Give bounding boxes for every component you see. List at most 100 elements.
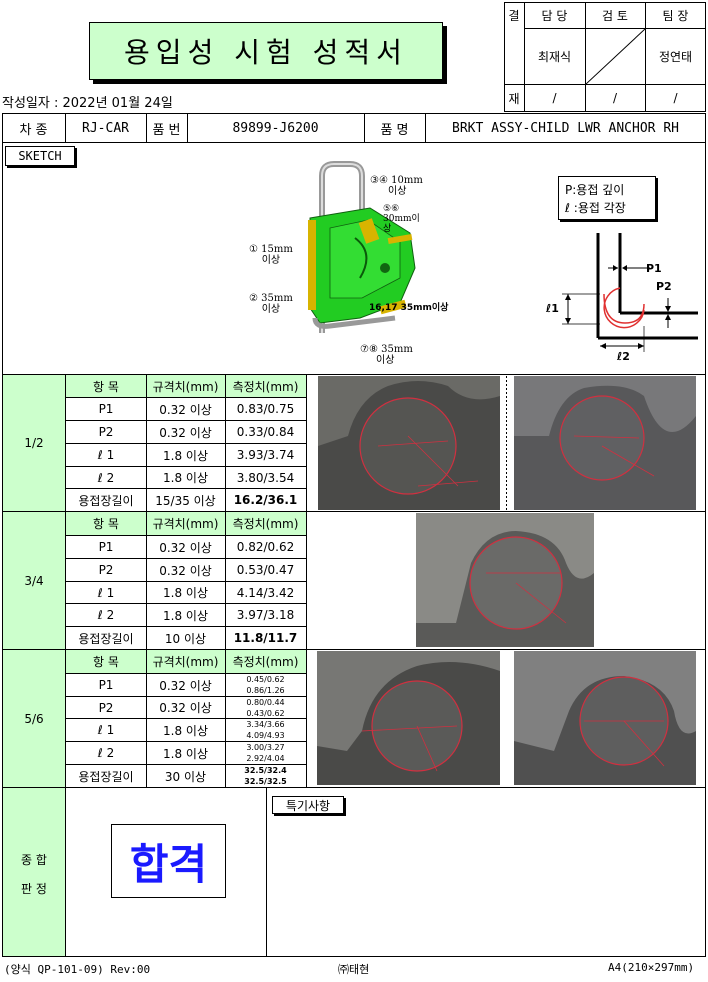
row-item: ℓ 1 bbox=[97, 723, 115, 737]
row-spec: 10 이상 bbox=[164, 631, 207, 646]
role-leader: 팀 장 bbox=[662, 8, 689, 23]
row-item: P1 bbox=[98, 540, 114, 554]
row-item: ℓ 1 bbox=[97, 448, 115, 462]
row-measured: 3.34/3.66 4.09/4.93 bbox=[246, 720, 285, 740]
row-spec: 1.8 이상 bbox=[163, 448, 208, 463]
document-title: 용입성 시험 성적서 bbox=[89, 22, 443, 80]
sketch-label: SKETCH bbox=[5, 146, 75, 166]
weld-section-photo bbox=[318, 376, 500, 510]
row-item: 용접장길이 bbox=[78, 769, 134, 784]
part-no-value: 89899-J6200 bbox=[232, 120, 319, 136]
diagram-l1: ℓ1 bbox=[546, 302, 559, 315]
row-spec: 1.8 이상 bbox=[163, 608, 208, 623]
row-measured: 32.5/32.4 32.5/32.5 bbox=[244, 766, 287, 786]
approval-col-label: 결 bbox=[508, 8, 520, 23]
row-spec: 0.32 이상 bbox=[159, 540, 212, 555]
row-item: P1 bbox=[98, 678, 114, 692]
header-spec: 규격치(mm) bbox=[152, 655, 219, 669]
measurement-table bbox=[2, 374, 706, 788]
header-item: 항 목 bbox=[93, 517, 119, 531]
part-no-label: 품 번 bbox=[152, 122, 181, 138]
sketch-area bbox=[2, 143, 706, 374]
row-item: ℓ 1 bbox=[97, 585, 115, 600]
header-spec: 규격치(mm) bbox=[152, 517, 219, 531]
result-stamp: 합격 bbox=[111, 824, 226, 898]
weld-section-photo bbox=[514, 376, 696, 510]
part-name-label: 품 명 bbox=[380, 122, 409, 138]
row-spec: 0.32 이상 bbox=[159, 402, 212, 417]
row-item: P2 bbox=[98, 563, 114, 577]
diagram-p2: P2 bbox=[656, 280, 672, 293]
date-review: / bbox=[612, 91, 618, 105]
row-spec: 1.8 이상 bbox=[163, 471, 208, 485]
callout-1617: 16,17 35mm이상 bbox=[369, 303, 449, 313]
judgement-label: 종 합 판 정 bbox=[21, 853, 47, 896]
section-label: 3/4 bbox=[24, 573, 44, 588]
header-spec: 규격치(mm) bbox=[152, 379, 219, 394]
header-measured: 측정치(mm) bbox=[232, 517, 299, 531]
name-leader: 정연태 bbox=[658, 49, 693, 64]
row-measured: 0.83/0.75 bbox=[236, 402, 295, 416]
weld-section-photo bbox=[317, 651, 500, 785]
row-measured: 0.82/0.62 bbox=[236, 540, 295, 554]
row-measured: 0.80/0.44 0.43/0.62 bbox=[246, 697, 285, 718]
approval-col-label: 재 bbox=[508, 91, 520, 106]
diagram-l2: ℓ2 bbox=[617, 350, 630, 363]
row-measured: 0.45/0.62 0.86/1.26 bbox=[246, 675, 285, 695]
footer-company: ㈜태현 bbox=[338, 963, 370, 976]
row-spec: 1.8 이상 bbox=[163, 746, 208, 761]
row-measured: 3.97/3.18 bbox=[236, 608, 295, 622]
weld-section-photo bbox=[514, 651, 696, 785]
car-label: 차 종 bbox=[19, 122, 48, 138]
row-spec: 0.32 이상 bbox=[159, 701, 212, 715]
callout-78: ⑦⑧ 35mm 이상 bbox=[360, 344, 413, 366]
callout-1: ① 15mm 이상 bbox=[249, 244, 293, 266]
row-spec: 1.8 이상 bbox=[163, 723, 208, 738]
name-charge: 최재식 bbox=[537, 49, 572, 64]
row-item: P2 bbox=[98, 425, 114, 439]
weld-legend: P:용접 깊이 ℓ :용접 각장 bbox=[558, 176, 656, 220]
bracket-part-illustration bbox=[308, 161, 416, 333]
row-measured: 0.53/0.47 bbox=[236, 563, 295, 577]
date-leader: / bbox=[673, 91, 678, 105]
date-label: 작성일자 : 2022년 01월 24일 bbox=[2, 96, 173, 111]
row-measured: 0.33/0.84 bbox=[236, 425, 295, 439]
row-spec: 0.32 이상 bbox=[159, 425, 212, 440]
row-measured: 4.14/3.42 bbox=[236, 585, 295, 600]
row-item: ℓ 2 bbox=[97, 608, 115, 622]
row-measured: 3.80/3.54 bbox=[236, 470, 295, 485]
row-spec: 15/35 이상 bbox=[155, 493, 216, 508]
callout-56: ⑤⑥ 30mm이 상 bbox=[383, 204, 420, 234]
date-charge: / bbox=[552, 91, 557, 105]
header-item: 항 목 bbox=[93, 655, 119, 669]
row-item: 용접장길이 bbox=[78, 493, 134, 508]
role-review: 검 토 bbox=[602, 8, 628, 23]
row-item: 용접장길이 bbox=[78, 631, 134, 646]
callout-2: ② 35mm 이상 bbox=[249, 293, 293, 315]
row-item: ℓ 2 bbox=[97, 470, 115, 485]
header-item: 항 목 bbox=[93, 379, 119, 394]
remarks-label: 특기사항 bbox=[272, 796, 344, 814]
footer-size: A4(210×297mm) bbox=[608, 961, 695, 974]
row-item: ℓ 2 bbox=[97, 746, 115, 760]
callout-34: ③④ 10mm 이상 bbox=[370, 175, 423, 197]
header-measured: 측정치(mm) bbox=[232, 655, 299, 669]
row-measured: 3.93/3.74 bbox=[236, 448, 295, 462]
row-spec: 30 이상 bbox=[164, 769, 207, 784]
part-name-value: BRKT ASSY-CHILD LWR ANCHOR RH bbox=[452, 120, 679, 136]
weld-section-diagram bbox=[562, 233, 698, 352]
role-charge: 담 당 bbox=[541, 8, 568, 23]
row-measured: 11.8/11.7 bbox=[233, 631, 298, 645]
row-spec: 0.32 이상 bbox=[159, 678, 212, 693]
car-value: RJ-CAR bbox=[82, 120, 129, 136]
diagram-p1: P1 bbox=[646, 262, 662, 275]
row-measured: 3.00/3.27 2.92/4.04 bbox=[246, 743, 285, 763]
header-measured: 측정치(mm) bbox=[232, 379, 299, 394]
row-spec: 1.8 이상 bbox=[163, 586, 208, 600]
row-item: P1 bbox=[98, 402, 114, 416]
weld-section-photo bbox=[416, 513, 594, 647]
footer-form: (양식 QP-101-09) Rev:00 bbox=[4, 963, 151, 976]
row-item: P2 bbox=[98, 700, 114, 715]
row-spec: 0.32 이상 bbox=[159, 563, 212, 578]
row-measured: 16.2/36.1 bbox=[233, 493, 298, 507]
